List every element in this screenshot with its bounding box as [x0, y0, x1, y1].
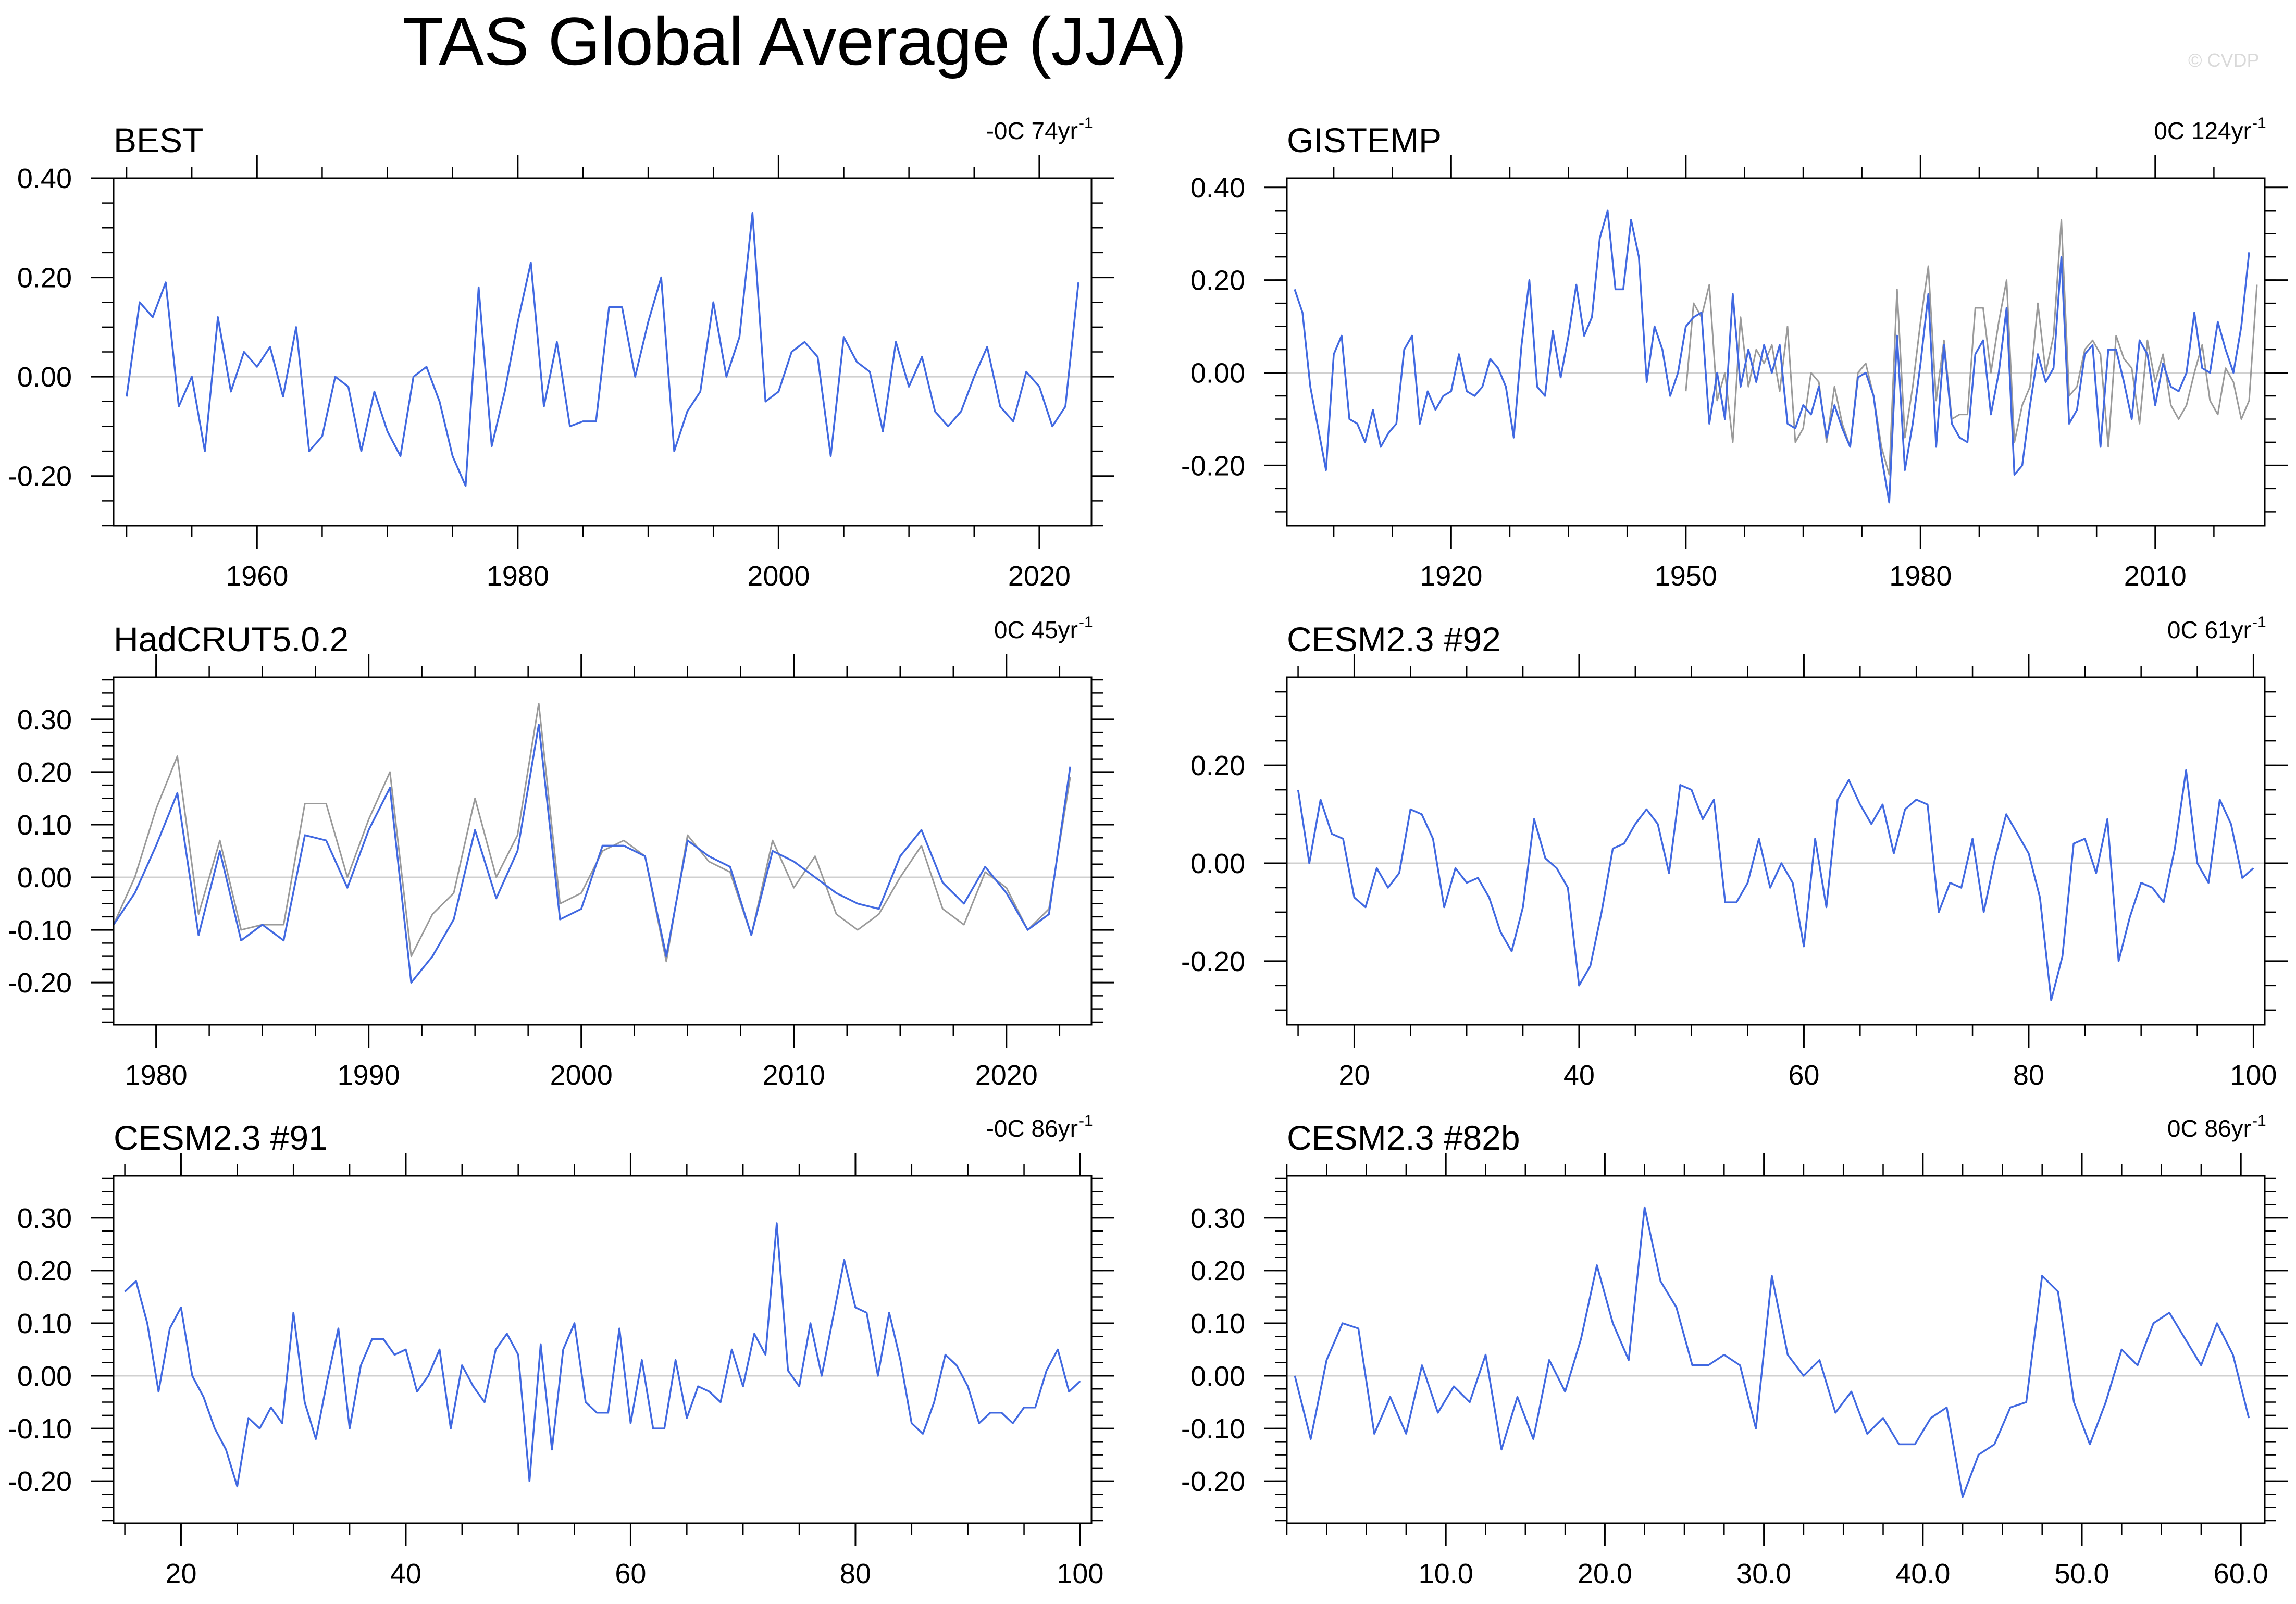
plot-frame	[1286, 676, 2266, 1026]
trend-note-superscript: -1	[2252, 614, 2266, 631]
series-line-primary	[124, 1222, 1081, 1488]
panel-title: CESM2.3 #92	[1287, 620, 1501, 658]
x-tick-label: 2010	[763, 1060, 825, 1091]
y-tick-label: -0.20	[8, 461, 72, 492]
trend-note: 0C 86yr	[2167, 1115, 2251, 1142]
x-tick-label: 30.0	[1736, 1558, 1791, 1589]
trend-note: -0C 74yr	[986, 117, 1078, 144]
plot-frame	[1286, 177, 2266, 527]
trend-note-superscript: -1	[2252, 115, 2266, 132]
x-tick-label: 1980	[487, 561, 549, 592]
panel-title: CESM2.3 #82b	[1287, 1118, 1520, 1157]
x-tick-label: 1990	[338, 1060, 400, 1091]
y-tick-label: 0.10	[1190, 1308, 1245, 1339]
y-tick-label: 0.00	[17, 362, 72, 393]
chart-panel-2: GISTEMP 0C 124yr -1 -0.20 0.00 0.20 0.40 1920 19…	[1181, 115, 2288, 592]
plot-frame	[113, 1175, 1093, 1524]
y-tick-label: 0.00	[1190, 358, 1245, 389]
x-tick-label: 60	[1788, 1060, 1819, 1091]
main-title: TAS Global Average (JJA)	[402, 3, 1187, 79]
panel-title: GISTEMP	[1287, 121, 1442, 159]
x-tick-label: 40.0	[1895, 1558, 1950, 1589]
x-tick-label: 2020	[975, 1060, 1038, 1091]
x-tick-label: 80	[2013, 1060, 2044, 1091]
chart-panel-3: HadCRUT5.0.2 0C 45yr -1 -0.20 -0.10 0.00 0.10 0…	[8, 614, 1114, 1091]
y-tick-label: -0.10	[8, 1413, 72, 1445]
trend-note-superscript: -1	[2252, 1112, 2266, 1129]
y-tick-label: 0.20	[17, 757, 72, 788]
trend-note: 0C 124yr	[2154, 117, 2251, 144]
panel-title: HadCRUT5.0.2	[114, 620, 349, 658]
trend-note: -0C 86yr	[986, 1115, 1078, 1142]
y-tick-label: 0.40	[1190, 172, 1245, 204]
y-tick-label: -0.20	[1181, 946, 1245, 977]
series-line-primary	[126, 212, 1079, 487]
y-tick-label: 0.30	[17, 704, 72, 736]
y-tick-label: 0.20	[17, 263, 72, 294]
x-tick-label: 100	[2230, 1060, 2277, 1091]
y-tick-label: 0.00	[1190, 848, 1245, 879]
y-tick-label: -0.20	[8, 1466, 72, 1497]
plot-frame	[113, 676, 1093, 1026]
y-tick-label: -0.20	[8, 967, 72, 999]
y-tick-label: -0.20	[1181, 450, 1245, 481]
x-tick-label: 1920	[1420, 561, 1482, 592]
x-tick-label: 60	[615, 1558, 646, 1589]
chart-panel-4: CESM2.3 #92 0C 61yr -1 -0.20 0.00 0.20 20 40 60 8…	[1181, 614, 2288, 1091]
plot-frame	[113, 177, 1093, 527]
x-tick-label: 1950	[1655, 561, 1717, 592]
trend-note-superscript: -1	[1079, 614, 1093, 631]
x-tick-label: 60.0	[2214, 1558, 2268, 1589]
chart-panel-1: BEST -0C 74yr -1 -0.20 0.00 0.20 0.40 1960 1980 2…	[8, 115, 1114, 592]
x-tick-label: 2000	[550, 1060, 613, 1091]
x-tick-label: 2010	[2124, 561, 2187, 592]
y-tick-label: 0.20	[17, 1255, 72, 1287]
y-tick-label: -0.20	[1181, 1466, 1245, 1497]
copyright-notice: © CVDP	[2188, 49, 2260, 71]
x-tick-label: 100	[1057, 1558, 1103, 1589]
trend-note: 0C 45yr	[994, 616, 1078, 643]
series-line-reference	[1685, 219, 2258, 476]
plot-frame	[1286, 1175, 2266, 1524]
x-tick-label: 1980	[125, 1060, 188, 1091]
y-tick-label: -0.10	[1181, 1413, 1245, 1445]
y-tick-label: 0.10	[17, 810, 72, 841]
panel-title: BEST	[114, 121, 203, 159]
trend-note-superscript: -1	[1079, 115, 1093, 132]
x-tick-label: 20	[1338, 1060, 1370, 1091]
y-tick-label: 0.20	[1190, 750, 1245, 781]
x-tick-label: 80	[840, 1558, 871, 1589]
series-line-reference	[113, 703, 1071, 963]
y-tick-label: 0.20	[1190, 265, 1245, 296]
x-tick-label: 50.0	[2054, 1558, 2109, 1589]
x-tick-label: 40	[1563, 1060, 1595, 1091]
series-line-primary	[1294, 1206, 2250, 1498]
trend-note: 0C 61yr	[2167, 616, 2251, 643]
x-tick-label: 20	[165, 1558, 196, 1589]
x-tick-label: 40	[390, 1558, 421, 1589]
trend-note-superscript: -1	[1079, 1112, 1093, 1129]
y-tick-label: 0.00	[1190, 1361, 1245, 1392]
y-tick-label: 0.30	[1190, 1203, 1245, 1234]
x-tick-label: 20.0	[1578, 1558, 1632, 1589]
y-tick-label: 0.20	[1190, 1255, 1245, 1287]
x-tick-label: 2020	[1008, 561, 1071, 592]
x-tick-label: 1980	[1889, 561, 1952, 592]
y-tick-label: 0.00	[17, 1361, 72, 1392]
x-tick-label: 2000	[747, 561, 810, 592]
y-tick-label: -0.10	[8, 915, 72, 946]
series-line-primary	[1294, 209, 2250, 504]
y-tick-label: 0.30	[17, 1203, 72, 1234]
panel-title: CESM2.3 #91	[114, 1118, 328, 1157]
series-line-primary	[1297, 769, 2254, 1001]
series-line-primary	[113, 724, 1071, 984]
y-tick-label: 0.40	[17, 163, 72, 194]
y-tick-label: 0.10	[17, 1308, 72, 1339]
x-tick-label: 10.0	[1419, 1558, 1473, 1589]
x-tick-label: 1960	[226, 561, 288, 592]
chart-panel-5: CESM2.3 #91 -0C 86yr -1 -0.20 -0.10 0.00 0.10 0…	[8, 1112, 1114, 1589]
y-tick-label: 0.00	[17, 862, 72, 893]
chart-panel-6: CESM2.3 #82b 0C 86yr -1 -0.20 -0.10 0.00 0.10 0…	[1181, 1112, 2288, 1589]
